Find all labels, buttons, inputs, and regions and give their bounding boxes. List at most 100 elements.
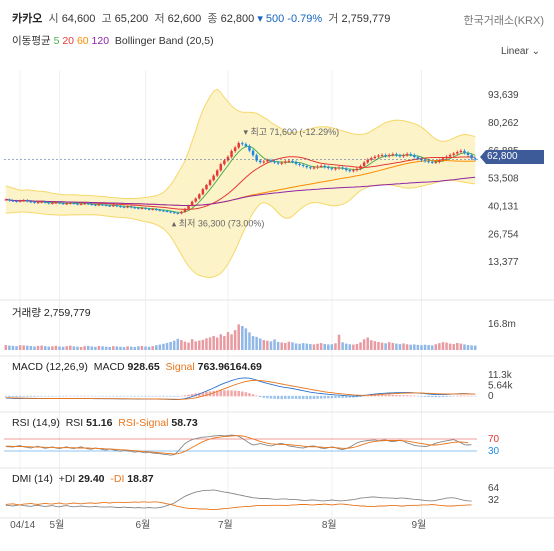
candle-body <box>155 209 158 211</box>
candle-body <box>230 151 233 157</box>
candle-body <box>337 167 341 169</box>
macd-histogram-bar <box>248 393 251 397</box>
candle-body <box>40 201 43 203</box>
macd-histogram-bar <box>384 394 387 397</box>
candle-body <box>391 154 395 156</box>
volume-bar <box>101 346 104 350</box>
volume-bar <box>215 337 219 350</box>
macd-histogram-bar <box>26 395 29 397</box>
low-label: 저 <box>154 13 165 25</box>
volume-bar <box>176 338 180 350</box>
ma-120-label: 120 <box>91 35 110 47</box>
macd-histogram-bar <box>230 390 233 397</box>
candle-body <box>212 175 215 181</box>
volume-bar <box>413 344 416 350</box>
candle-body <box>405 153 409 156</box>
macd-histogram-bar <box>348 395 352 398</box>
candle-body <box>366 159 369 163</box>
low-value: 62,600 <box>167 13 202 25</box>
macd-histogram-bar <box>79 395 83 397</box>
candle-body <box>430 161 434 163</box>
volume-bar <box>194 341 197 350</box>
macd-histogram-bar <box>83 395 86 397</box>
candle-body <box>459 150 463 153</box>
macd-histogram-bar <box>370 395 373 397</box>
macd-histogram-bar <box>54 395 58 397</box>
candle-body <box>269 160 273 162</box>
scale-mode-toggle[interactable]: Linear ⌄ <box>501 46 540 57</box>
candle-body <box>316 166 319 168</box>
macd-histogram-bar <box>473 395 477 397</box>
candle-body <box>262 161 266 163</box>
volume-bar <box>319 343 323 350</box>
volume-bar <box>423 344 427 350</box>
volume-bar <box>463 344 466 350</box>
macd-histogram-bar <box>65 395 68 397</box>
candle-body <box>129 206 133 208</box>
macd-histogram-bar <box>169 395 172 397</box>
macd-histogram-bar <box>237 390 240 397</box>
volume-bar <box>398 344 402 350</box>
candle-body <box>258 160 262 163</box>
volume-bar <box>438 343 441 350</box>
macd-histogram-bar <box>122 395 126 397</box>
candle-body <box>79 203 83 205</box>
volume-panel-title: 거래량 2,759,779 <box>12 307 91 319</box>
volume-bar <box>262 340 266 350</box>
candle-body <box>104 204 108 206</box>
macd-histogram-bar <box>198 392 201 397</box>
volume-bar <box>33 346 36 350</box>
macd-histogram-bar <box>162 395 165 397</box>
volume-bar <box>473 345 477 350</box>
ma-legend[interactable]: 이동평균 5 20 60 120 Bollinger Band (20,5) <box>12 33 214 48</box>
volume-bar <box>8 345 11 350</box>
volume-bar <box>470 345 473 350</box>
volume-bar <box>323 343 326 350</box>
volume-bar <box>248 332 251 350</box>
macd-histogram-bar <box>58 395 61 397</box>
price-y-tick: 13,377 <box>488 257 519 268</box>
volume-bar <box>362 339 366 350</box>
macd-histogram-bar <box>427 395 430 397</box>
macd-histogram-bar <box>40 395 43 397</box>
candle-body <box>162 210 165 212</box>
minus-di-line <box>5 501 472 510</box>
macd-y-tick: 5.64k <box>488 380 513 391</box>
macd-histogram-bar <box>352 395 355 398</box>
macd-histogram-bar <box>380 394 384 397</box>
candle-body <box>165 210 169 212</box>
macd-osc-value: 164.69 <box>229 361 262 373</box>
macd-histogram-bar <box>137 395 140 397</box>
dmi-legend: DMI (14) +DI 29.40 -DI 18.87 <box>12 473 154 485</box>
candle-body <box>448 155 452 157</box>
volume-bar <box>230 334 233 350</box>
volume-bar <box>284 342 287 350</box>
plus-di-label: +DI <box>58 473 76 485</box>
candle-body <box>255 155 258 161</box>
candle-body <box>65 203 68 205</box>
ma-120-line <box>5 176 476 206</box>
macd-histogram-bar <box>305 395 309 400</box>
volume-bar <box>334 343 337 350</box>
volume-bar <box>133 346 137 350</box>
macd-histogram-bar <box>180 395 183 397</box>
volume-label: 거 <box>328 13 339 25</box>
macd-value: 928.65 <box>127 361 160 373</box>
macd-histogram-bar <box>144 395 147 397</box>
macd-histogram-bar <box>86 395 90 397</box>
chevron-down-icon: ⌄ <box>531 46 540 57</box>
macd-histogram-bar <box>101 395 104 397</box>
macd-histogram-bar <box>47 395 51 397</box>
open-label: 시 <box>48 13 59 25</box>
volume-bar <box>402 343 405 350</box>
candle-body <box>248 146 251 151</box>
macd-histogram-bar <box>337 395 341 398</box>
candle-body <box>233 147 237 152</box>
macd-histogram-bar <box>284 395 287 400</box>
candle-body <box>54 202 58 204</box>
candle-body <box>18 200 22 202</box>
volume-bar <box>416 344 420 350</box>
volume-bar <box>72 346 76 350</box>
macd-histogram-bar <box>69 395 72 397</box>
